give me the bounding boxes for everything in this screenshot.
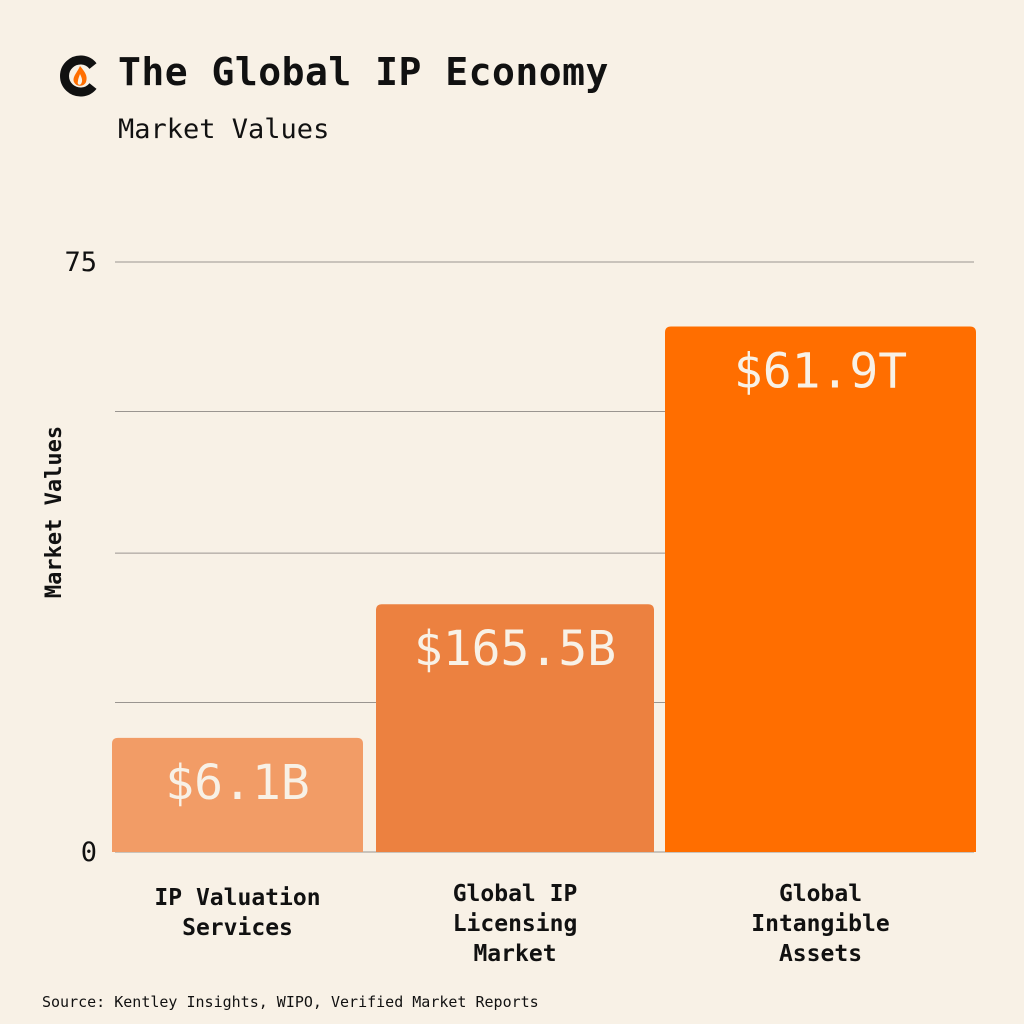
y-tick-label: 75 [64, 247, 97, 278]
x-category-label: Global IP Licensing Market [453, 881, 578, 967]
source-note: Source: Kentley Insights, WIPO, Verified… [42, 993, 539, 1011]
y-tick-label: 0 [81, 837, 97, 868]
bar [665, 326, 976, 852]
bar [376, 604, 654, 852]
x-category-label: Global Intangible Assets [751, 881, 889, 967]
bar-value-label: $6.1B [165, 755, 310, 811]
bar-value-labels: $6.1B $165.5B $61.9T [165, 344, 907, 811]
x-category-label: IP Valuation Services [154, 885, 320, 941]
x-category-labels: IP Valuation Services Global IP Licensing Ma… [154, 881, 889, 967]
chart-title: The Global IP Economy [118, 50, 609, 94]
chart-subtitle: Market Values [118, 114, 330, 145]
flame-logo-icon [60, 55, 97, 97]
y-axis-label: Market Values [42, 426, 67, 598]
bars [112, 326, 976, 852]
bar-value-label: $61.9T [734, 344, 907, 400]
bar-value-label: $165.5B [414, 621, 616, 677]
bar [112, 737, 363, 852]
y-tick-labels: 0 75 [64, 247, 97, 868]
